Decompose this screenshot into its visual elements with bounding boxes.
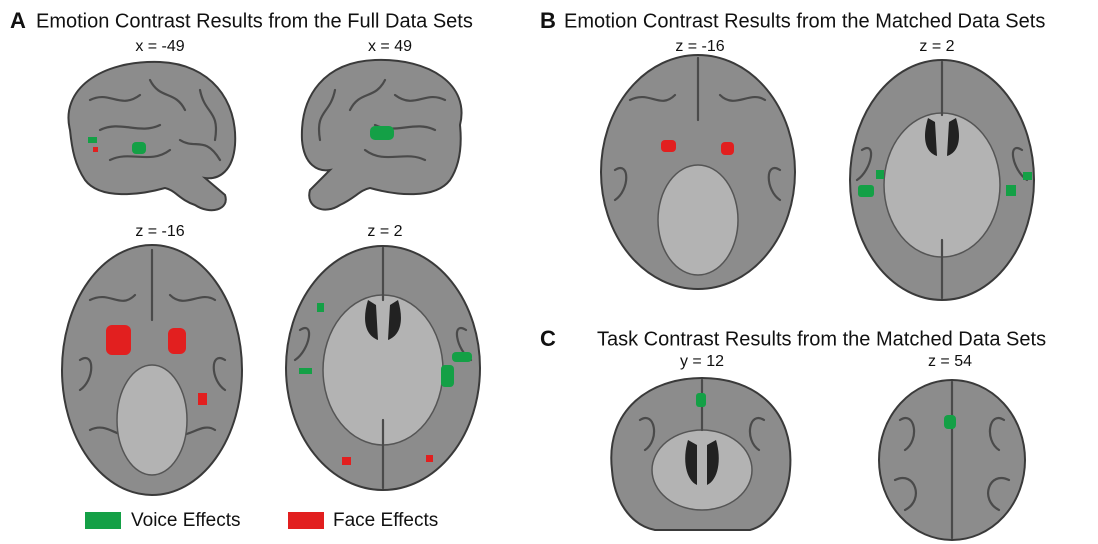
slice-label: x = -49: [135, 38, 184, 55]
slice-label: y = 12: [680, 353, 724, 370]
face-cluster: [721, 142, 734, 155]
slice-label: x = 49: [368, 38, 412, 55]
brain-axial: [62, 245, 242, 495]
face-cluster: [661, 140, 676, 152]
voice-cluster: [317, 303, 324, 312]
panel-letter: C: [540, 326, 556, 351]
figure: A Emotion Contrast Results from the Full…: [0, 0, 1098, 544]
voice-cluster: [299, 368, 312, 374]
face-cluster: [106, 325, 131, 355]
brain-axial: [850, 60, 1034, 300]
face-cluster: [426, 455, 433, 462]
voice-cluster: [1006, 185, 1016, 196]
slice-label: z = 2: [919, 38, 954, 55]
brain-shape: [884, 113, 1000, 257]
brain-sagittal: [68, 62, 235, 210]
brain-sagittal: [302, 60, 462, 210]
voice-cluster: [944, 415, 956, 429]
brain-shape: [658, 165, 738, 275]
panel-title: Emotion Contrast Results from the Full D…: [36, 10, 473, 32]
brain-axial: [879, 380, 1025, 540]
voice-cluster: [441, 365, 454, 387]
legend-swatch: [288, 512, 324, 529]
voice-cluster: [696, 393, 706, 407]
voice-cluster: [88, 137, 97, 143]
slice-label: z = 54: [928, 353, 972, 370]
face-cluster: [198, 393, 207, 405]
voice-cluster: [1023, 172, 1032, 180]
brain-coronal: [611, 378, 790, 530]
body: A Emotion Contrast Results from the Full…: [0, 0, 1098, 544]
voice-cluster: [452, 352, 472, 362]
panel-title: Task Contrast Results from the Matched D…: [597, 328, 1046, 350]
panel-letter: A: [10, 8, 26, 33]
slice-label: z = -16: [135, 223, 184, 240]
brain-shape: [117, 365, 187, 475]
legend-swatch: [85, 512, 121, 529]
slice-label: z = -16: [675, 38, 724, 55]
face-cluster: [93, 147, 98, 152]
voice-cluster: [876, 170, 884, 179]
voice-cluster: [370, 126, 394, 140]
panel-title: Emotion Contrast Results from the Matche…: [564, 10, 1045, 32]
brain-axial: [286, 246, 480, 490]
page: Emotion and task contrast figure {"panel…: [0, 0, 1098, 544]
voice-cluster: [858, 185, 874, 197]
brain-shape: [652, 430, 752, 510]
face-cluster: [168, 328, 186, 354]
legend-label: Face Effects: [333, 510, 438, 531]
voice-cluster: [132, 142, 146, 154]
brain-axial: [601, 55, 795, 289]
slice-label: z = 2: [367, 223, 402, 240]
panel-letter: B: [540, 8, 556, 33]
face-cluster: [342, 457, 351, 465]
legend-label: Voice Effects: [131, 510, 241, 531]
